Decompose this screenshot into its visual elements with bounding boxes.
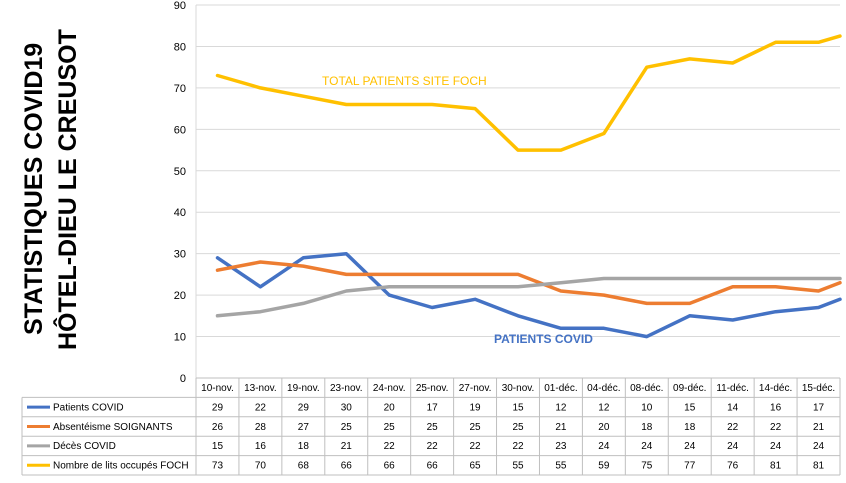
y-tick-label: 60 xyxy=(174,124,186,136)
annotation-total-patients-foch: TOTAL PATIENTS SITE FOCH xyxy=(322,74,487,88)
table-cell: 29 xyxy=(298,402,310,413)
table-cell: 30 xyxy=(341,402,353,413)
x-category-label: 23-nov. xyxy=(330,383,363,394)
table-cell: 10 xyxy=(641,402,653,413)
table-cell: 59 xyxy=(598,461,610,472)
y-tick-label: 80 xyxy=(174,41,186,53)
table-cell: 29 xyxy=(212,402,224,413)
y-tick-label: 50 xyxy=(174,166,186,178)
y-tick-label: 90 xyxy=(174,0,186,12)
table-cell: 15 xyxy=(684,402,696,413)
x-category-label: 19-nov. xyxy=(287,383,320,394)
table-cell: 25 xyxy=(341,422,353,433)
table-cell: 55 xyxy=(512,461,524,472)
series-line-3 xyxy=(215,34,842,152)
series-line-2 xyxy=(215,276,842,318)
table-cell: 26 xyxy=(212,422,224,433)
table-cell: 12 xyxy=(598,402,610,413)
table-cell: 22 xyxy=(255,402,267,413)
table-cell: 14 xyxy=(727,402,739,413)
x-category-label: 08-déc. xyxy=(630,383,663,394)
y-tick-label: 70 xyxy=(174,83,186,95)
table-cell: 12 xyxy=(555,402,567,413)
series-line-0 xyxy=(215,251,842,339)
x-category-label: 04-déc. xyxy=(587,383,620,394)
table-cell: 20 xyxy=(384,402,396,413)
x-category-label: 09-déc. xyxy=(673,383,706,394)
x-category-label: 15-déc. xyxy=(802,383,835,394)
table-cell: 22 xyxy=(727,422,739,433)
y-tick-label: 0 xyxy=(180,373,186,385)
table-cell: 25 xyxy=(512,422,524,433)
table-cell: 66 xyxy=(427,461,439,472)
table-cell: 15 xyxy=(512,402,524,413)
table-cell: 76 xyxy=(727,461,739,472)
table-cell: 24 xyxy=(770,441,782,452)
y-tick-label: 20 xyxy=(174,290,186,302)
table-cell: 27 xyxy=(298,422,310,433)
table-cell: 25 xyxy=(384,422,396,433)
table-cell: 16 xyxy=(255,441,267,452)
y-tick-label: 30 xyxy=(174,249,186,261)
table-cell: 66 xyxy=(384,461,396,472)
legend-label-2: Décès COVID xyxy=(53,441,116,452)
table-cell: 77 xyxy=(684,461,696,472)
table-cell: 24 xyxy=(598,441,610,452)
table-cell: 19 xyxy=(470,402,482,413)
table-cell: 21 xyxy=(341,441,353,452)
table-cell: 65 xyxy=(470,461,482,472)
legend-label-0: Patients COVID xyxy=(53,402,124,413)
table-cell: 75 xyxy=(641,461,653,472)
series-line-1 xyxy=(215,260,842,306)
y-tick-label: 10 xyxy=(174,332,186,344)
table-cell: 17 xyxy=(427,402,439,413)
table-cell: 17 xyxy=(813,402,825,413)
table-cell: 24 xyxy=(727,441,739,452)
x-category-label: 11-déc. xyxy=(716,383,749,394)
table-cell: 22 xyxy=(384,441,396,452)
table-cell: 16 xyxy=(770,402,782,413)
table-cell: 81 xyxy=(813,461,825,472)
x-category-label: 14-déc. xyxy=(759,383,792,394)
x-category-label: 25-nov. xyxy=(416,383,449,394)
table-cell: 68 xyxy=(298,461,310,472)
table-cell: 66 xyxy=(341,461,353,472)
table-cell: 25 xyxy=(427,422,439,433)
table-cell: 24 xyxy=(684,441,696,452)
table-cell: 25 xyxy=(470,422,482,433)
x-category-label: 01-déc. xyxy=(544,383,577,394)
table-cell: 55 xyxy=(555,461,567,472)
table-cell: 81 xyxy=(770,461,782,472)
table-cell: 21 xyxy=(813,422,825,433)
y-tick-label: 40 xyxy=(174,207,186,219)
table-cell: 18 xyxy=(641,422,653,433)
legend-label-1: Absentéisme SOIGNANTS xyxy=(53,422,173,433)
table-cell: 15 xyxy=(212,441,224,452)
table-cell: 22 xyxy=(770,422,782,433)
table-cell: 22 xyxy=(470,441,482,452)
table-cell: 20 xyxy=(598,422,610,433)
x-category-label: 27-nov. xyxy=(459,383,492,394)
legend-label-3: Nombre de lits occupés FOCH xyxy=(53,461,189,472)
x-category-label: 10-nov. xyxy=(201,383,234,394)
x-category-label: 13-nov. xyxy=(244,383,277,394)
table-cell: 70 xyxy=(255,461,267,472)
table-cell: 18 xyxy=(684,422,696,433)
table-cell: 18 xyxy=(298,441,310,452)
table-cell: 28 xyxy=(255,422,267,433)
annotation-patients-covid: PATIENTS COVID xyxy=(494,332,593,346)
table-cell: 24 xyxy=(813,441,825,452)
table-cell: 24 xyxy=(641,441,653,452)
table-cell: 22 xyxy=(512,441,524,452)
x-category-label: 24-nov. xyxy=(373,383,406,394)
table-cell: 23 xyxy=(555,441,567,452)
table-cell: 21 xyxy=(555,422,567,433)
table-cell: 22 xyxy=(427,441,439,452)
table-cell: 73 xyxy=(212,461,224,472)
x-category-label: 30-nov. xyxy=(502,383,535,394)
